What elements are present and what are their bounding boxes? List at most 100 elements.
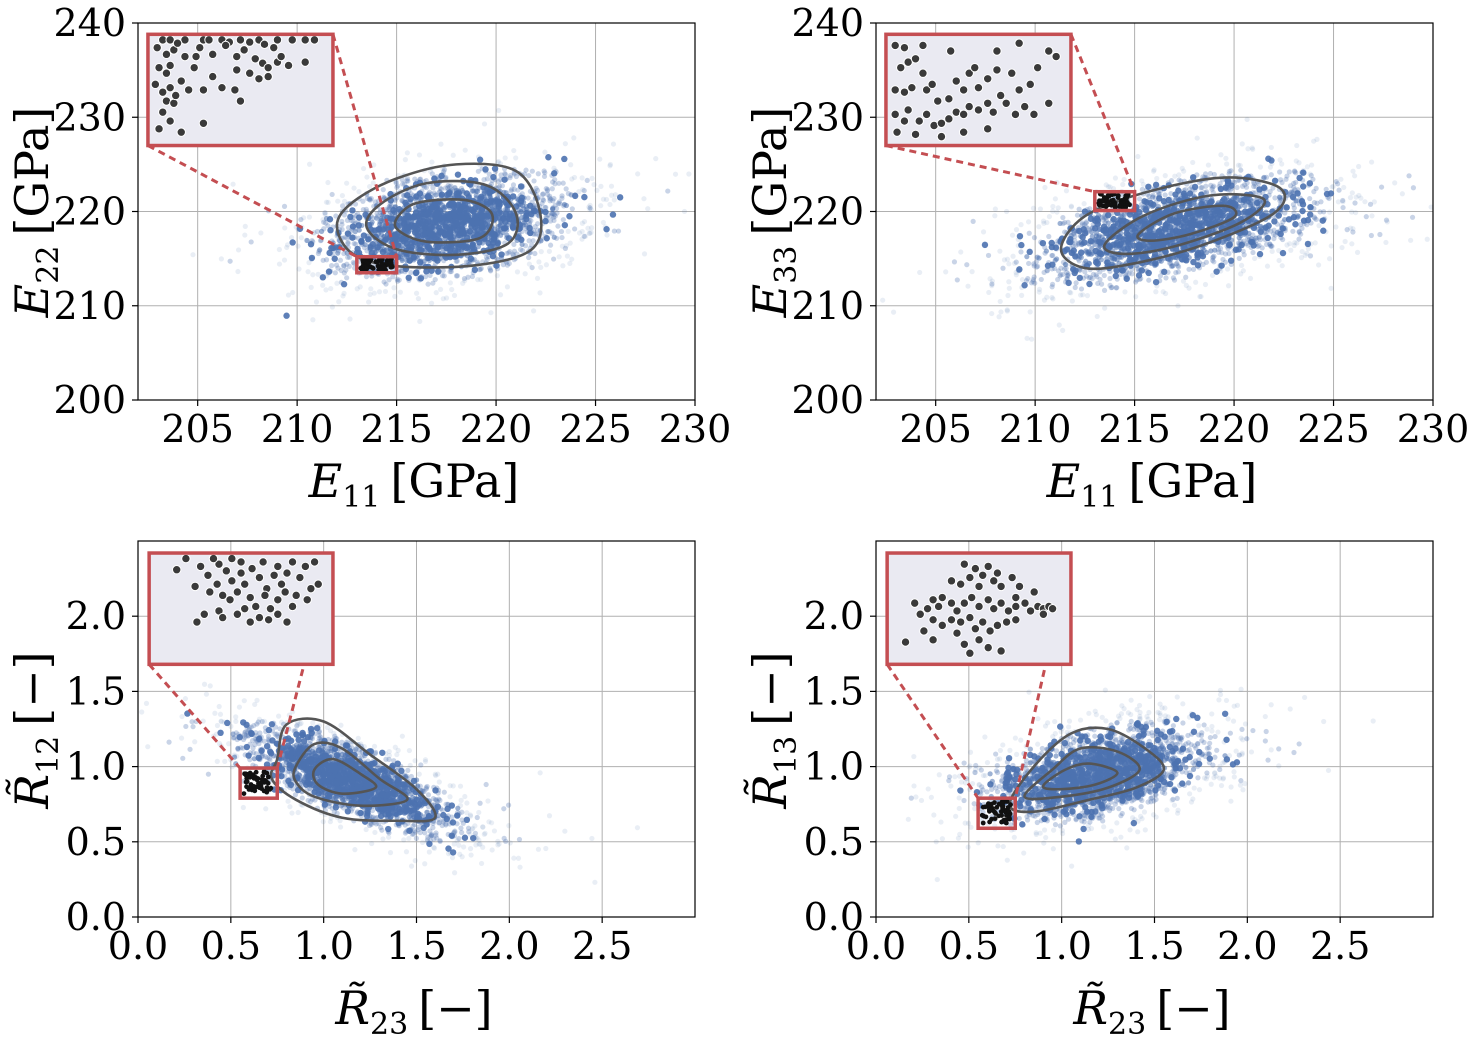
p2-sample-point (1250, 146, 1256, 152)
p2-y-tick-label: 200 (791, 378, 864, 422)
p1-sample-point (547, 193, 553, 199)
p2-sample-point (1176, 228, 1183, 236)
p1-sample-point (530, 238, 536, 244)
p2-sample-point (1030, 205, 1037, 211)
p1-sample-point (340, 203, 346, 209)
p1-sample-point (504, 262, 511, 268)
p2-sample-point (1093, 215, 1101, 222)
p1-sample-point (611, 228, 617, 234)
p2-sample-point (1226, 171, 1232, 177)
p1-inset-point (154, 124, 164, 134)
p1-sample-point (190, 252, 196, 258)
p1-sample-point (560, 180, 566, 186)
p2-sample-point (1110, 241, 1117, 248)
p2-sample-point (1254, 199, 1261, 207)
p2-sample-point (1040, 218, 1047, 224)
p2-sample-point (1205, 162, 1212, 168)
p1-sample-point (604, 232, 610, 238)
p2-inset-point (1032, 62, 1043, 73)
p2-sample-point (1057, 220, 1063, 227)
p2-sample-point (1181, 253, 1188, 260)
p2-sample-point (1065, 219, 1071, 225)
p2-sample-point (1162, 221, 1169, 229)
p3-sample-point (334, 810, 340, 816)
p1-inset-point (183, 85, 194, 95)
p2-sample-point (1218, 262, 1225, 269)
p2-sample-point (1323, 186, 1329, 192)
p1-sample-point (306, 214, 313, 220)
p2-sample-point (1307, 171, 1313, 177)
p2-sample-point (1282, 210, 1288, 216)
p1-sample-point (413, 193, 420, 200)
p2-sample-point (1349, 241, 1355, 247)
p2-sample-point (943, 269, 949, 275)
p2-sample-point (1261, 174, 1267, 180)
p2-sample-point (1109, 284, 1115, 290)
p1-sample-point (288, 235, 295, 241)
p1-sample-point (543, 185, 549, 192)
p2-sample-point (1384, 219, 1390, 225)
p2-sample-point (1309, 162, 1315, 168)
p2-sample-point (958, 249, 964, 255)
p1-sample-point (547, 195, 553, 201)
p2-sample-point (1210, 184, 1216, 190)
p2-sample-point (1101, 272, 1107, 279)
p1-sample-point (548, 196, 554, 202)
p1-sample-point (498, 172, 504, 178)
p2-sample-point (1392, 180, 1398, 186)
p2-sample-point (1044, 219, 1050, 226)
p2-sample-point (1319, 217, 1326, 224)
p1-inset-point (230, 85, 240, 95)
p2-sample-point (1006, 279, 1012, 285)
p1-selected-point (360, 258, 366, 263)
p1-sample-point (493, 262, 500, 269)
p1-sample-point (346, 254, 353, 260)
p1-sample-point (341, 262, 347, 269)
p2-sample-point (1013, 227, 1020, 233)
p1-inset-point (180, 51, 190, 62)
p1-sample-point (417, 275, 425, 282)
p2-sample-point (965, 283, 971, 289)
p1-sample-point (322, 211, 328, 218)
p1-sample-point (317, 247, 323, 253)
p1-inset-point (204, 35, 214, 45)
p1-sample-point (447, 184, 453, 190)
p2-sample-point (1203, 190, 1209, 196)
p2-sample-point (1326, 195, 1332, 202)
p1-sample-point (588, 206, 594, 213)
p1-sample-point (523, 212, 530, 219)
p2-sample-point (1225, 241, 1233, 249)
p2-sample-point (1299, 201, 1307, 208)
p1-sample-point (519, 248, 526, 254)
p1-sample-point (463, 259, 470, 265)
p1-inset-point (165, 60, 175, 71)
p2-sample-point (1356, 163, 1362, 170)
p1-inset-point (232, 65, 242, 75)
p1-sample-point (543, 204, 549, 211)
p1-sample-point (289, 239, 296, 246)
p1-sample-point (551, 256, 557, 262)
p2-sample-point (1121, 211, 1127, 218)
p2-sample-point (1083, 219, 1090, 225)
p2-sample-point (1293, 179, 1299, 186)
p2-sample-point (1078, 249, 1085, 256)
p1-sample-point (433, 290, 439, 296)
p3-sample-point (317, 734, 324, 740)
p1-sample-point (351, 240, 357, 247)
p2-sample-point (1026, 260, 1032, 267)
subplot-r12-vs-r23: 0.0 0.5 1.0 1.5 2.0 2.50.00.51.01.52.0 (66, 540, 696, 968)
p2-sample-point (1241, 252, 1247, 258)
p1-sample-point (394, 276, 400, 282)
p2-inset-point (964, 101, 974, 112)
p1-sample-point (341, 263, 347, 269)
p1-sample-point (345, 241, 351, 247)
p2-sample-point (1256, 250, 1264, 258)
p2-sample-point (1039, 239, 1047, 247)
p2-sample-point (1082, 269, 1088, 275)
p1-sample-point (374, 244, 381, 251)
p1-sample-point (567, 240, 573, 246)
p2-sample-point (1326, 209, 1333, 215)
p2-sample-point (1126, 211, 1134, 218)
p1-sample-point (563, 202, 569, 209)
p1-sample-point (326, 249, 333, 257)
